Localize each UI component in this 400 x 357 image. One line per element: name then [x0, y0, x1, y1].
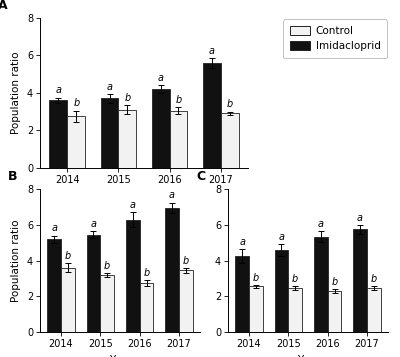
X-axis label: Year: Year	[133, 190, 155, 200]
Text: C: C	[196, 171, 205, 183]
Bar	[152, 89, 170, 168]
Text: b: b	[226, 99, 233, 109]
Bar	[203, 63, 221, 168]
Text: a: a	[130, 200, 136, 210]
Bar	[328, 291, 342, 332]
Text: b: b	[65, 251, 71, 261]
Bar	[140, 283, 154, 332]
Bar	[47, 239, 61, 332]
X-axis label: Year: Year	[297, 355, 319, 357]
Text: a: a	[169, 190, 175, 200]
Text: a: a	[209, 46, 215, 56]
Text: a: a	[357, 213, 363, 223]
Text: a: a	[90, 219, 96, 229]
Text: b: b	[371, 274, 377, 284]
Text: B: B	[8, 171, 18, 183]
Text: b: b	[124, 93, 130, 103]
Bar	[86, 235, 100, 332]
Text: a: a	[106, 81, 112, 91]
Text: b: b	[73, 99, 80, 109]
Bar	[61, 268, 75, 332]
Bar	[314, 236, 328, 332]
Text: b: b	[175, 95, 182, 105]
Y-axis label: Population ratio: Population ratio	[11, 51, 21, 134]
Text: b: b	[104, 261, 110, 271]
Bar	[67, 116, 85, 168]
Bar	[288, 288, 302, 332]
Bar	[100, 275, 114, 332]
Legend: Control, Imidacloprid: Control, Imidacloprid	[283, 20, 387, 57]
Text: b: b	[292, 274, 298, 284]
Text: b: b	[253, 272, 259, 283]
Bar	[118, 110, 136, 168]
Text: a: a	[158, 73, 164, 83]
Text: b: b	[144, 268, 150, 278]
Text: a: a	[51, 223, 57, 233]
Bar	[100, 99, 118, 168]
Bar	[179, 271, 193, 332]
Text: A: A	[0, 0, 8, 12]
Bar	[165, 208, 179, 332]
Bar	[367, 288, 381, 332]
Y-axis label: Population ratio: Population ratio	[11, 219, 21, 302]
X-axis label: Year: Year	[109, 355, 131, 357]
Text: a: a	[318, 219, 324, 229]
Bar	[353, 230, 367, 332]
Text: a: a	[239, 237, 245, 247]
Bar	[126, 220, 140, 332]
Text: b: b	[332, 277, 338, 287]
Bar	[235, 256, 249, 332]
Text: b: b	[183, 256, 189, 266]
Text: a: a	[278, 231, 284, 242]
Bar	[170, 111, 188, 168]
Bar	[249, 286, 263, 332]
Text: a: a	[55, 85, 61, 95]
Bar	[50, 100, 67, 168]
Bar	[274, 250, 288, 332]
Bar	[221, 114, 238, 168]
